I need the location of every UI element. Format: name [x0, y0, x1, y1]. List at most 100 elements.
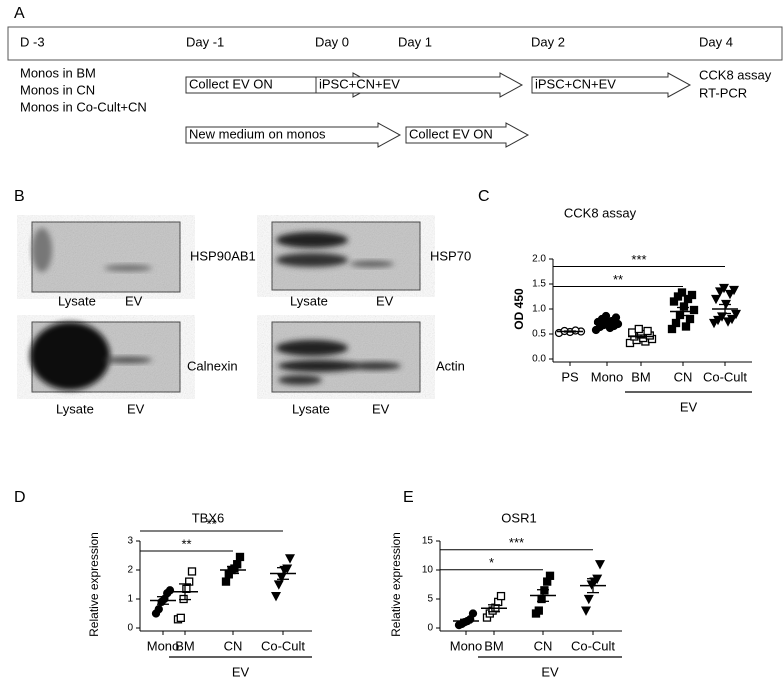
data-point — [273, 580, 284, 590]
day-label: Day 2 — [531, 34, 565, 49]
significance-label: ** — [613, 272, 623, 287]
data-point — [185, 577, 194, 586]
readout-label: CCK8 assay — [699, 67, 772, 82]
data-point — [165, 586, 175, 595]
day-label: Day 0 — [315, 34, 349, 49]
data-point — [534, 606, 543, 615]
y-tick-label: 1.0 — [532, 304, 546, 315]
data-point — [187, 567, 197, 576]
chart-title: OSR1 — [501, 510, 536, 525]
timeline-box — [7, 26, 783, 61]
bracket-label: EV — [680, 399, 698, 414]
timeline: D -3 Day -1 Day 0 Day 1 Day 2 Day 4 Monos in B… — [20, 34, 772, 148]
y-tick-label: 15 — [422, 536, 434, 547]
lane-label: EV — [127, 401, 145, 416]
blot-protein: Calnexin — [187, 358, 238, 373]
chart-title: CCK8 assay — [564, 205, 637, 220]
x-tick-label: Co-Cult — [571, 638, 615, 653]
arrow-label: New medium on monos — [189, 126, 326, 141]
x-tick-label: CN — [224, 638, 243, 653]
y-tick-label: 0 — [427, 623, 433, 634]
blot — [271, 321, 421, 393]
lane-label: EV — [376, 293, 394, 308]
data-point — [725, 289, 735, 300]
y-tick-label: 5 — [427, 594, 433, 605]
panel-label: C — [478, 188, 490, 205]
lane-label: Lysate — [292, 401, 330, 416]
data-point — [685, 314, 695, 324]
y-tick-label: 1 — [127, 594, 133, 605]
data-point — [601, 311, 611, 321]
panel-label: B — [14, 188, 25, 205]
data-point — [643, 326, 652, 336]
condition-label: Monos in CN — [20, 82, 95, 97]
data-point — [689, 305, 699, 315]
x-tick-label: Mono — [591, 369, 624, 384]
lane-label: Lysate — [56, 401, 94, 416]
arrow-label: iPSC+CN+EV — [319, 76, 400, 91]
blot-protein: HSP70 — [430, 248, 471, 263]
x-tick-label: Co-Cult — [261, 638, 305, 653]
significance-label: ** — [181, 536, 191, 551]
arrow — [185, 122, 402, 148]
day-label: Day 1 — [398, 34, 432, 49]
x-tick-label: Co-Cult — [703, 369, 747, 384]
condition-label: Monos in BM — [20, 65, 96, 80]
blot — [30, 321, 181, 393]
lane-label: Lysate — [58, 293, 96, 308]
data-point — [221, 577, 231, 586]
data-point — [681, 322, 691, 331]
data-point — [545, 571, 555, 580]
x-tick-label: Mono — [147, 638, 180, 653]
data-point — [176, 613, 185, 622]
data-point — [729, 285, 739, 296]
x-tick-label: BM — [484, 638, 504, 653]
panel-label: E — [403, 489, 414, 506]
blot — [31, 221, 181, 293]
x-tick-label: BM — [175, 638, 195, 653]
day-label: Day 4 — [699, 34, 733, 49]
y-tick-label: 1.5 — [532, 279, 546, 290]
significance-label: *** — [631, 252, 646, 267]
arrow-label: Collect EV ON — [409, 126, 493, 141]
data-point — [583, 594, 594, 605]
significance-label: ** — [206, 516, 216, 531]
bracket-label: EV — [232, 664, 250, 678]
blot-protein: HSP90AB1 — [190, 248, 256, 263]
data-point — [711, 294, 721, 305]
data-point — [282, 564, 293, 574]
panel-label: D — [14, 489, 26, 506]
data-point — [496, 591, 506, 601]
significance-label: *** — [509, 535, 524, 550]
x-tick-label: PS — [561, 369, 579, 384]
condition-label: Monos in Co-Cult+CN — [20, 99, 147, 114]
arrow — [315, 72, 524, 98]
blot — [271, 221, 421, 291]
y-tick-label: 10 — [422, 565, 434, 576]
y-axis-label: OD 450 — [512, 288, 526, 330]
x-tick-label: BM — [631, 369, 651, 384]
data-point — [719, 283, 729, 294]
lane-label: Lysate — [290, 293, 328, 308]
data-point — [468, 609, 478, 618]
y-tick-label: 0 — [127, 623, 133, 634]
day-label: Day -1 — [186, 34, 224, 49]
x-tick-label: CN — [674, 369, 693, 384]
data-point — [731, 309, 741, 320]
data-point — [715, 287, 725, 297]
lane-label: EV — [372, 401, 390, 416]
arrow-label: Collect EV ON — [189, 76, 273, 91]
data-point — [671, 318, 681, 328]
arrow — [405, 122, 530, 148]
data-point — [677, 288, 687, 297]
data-point — [285, 554, 295, 564]
lane-label: EV — [125, 293, 143, 308]
y-axis-label: Relative expression — [389, 532, 403, 637]
y-tick-label: 3 — [127, 536, 133, 547]
readout-label: RT-PCR — [699, 85, 747, 100]
data-point — [687, 290, 697, 300]
y-tick-label: 2 — [127, 565, 133, 576]
data-point — [581, 606, 591, 616]
bracket-label: EV — [541, 664, 559, 678]
